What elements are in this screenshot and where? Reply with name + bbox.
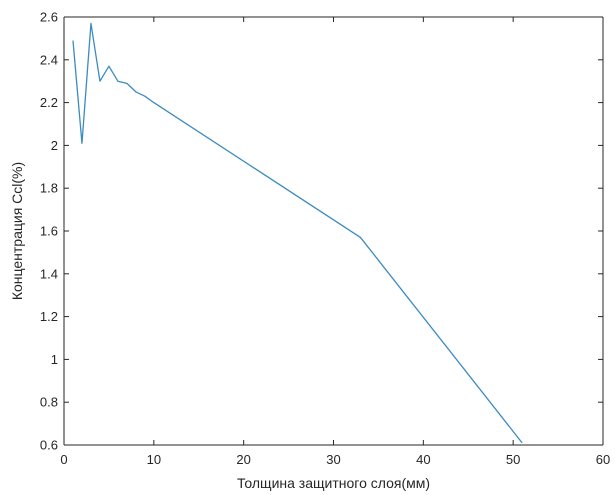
x-tick-label: 30 [326, 452, 340, 467]
y-tick-label: 2.4 [40, 52, 58, 67]
x-tick-label: 0 [60, 452, 67, 467]
x-axis-title: Толщина защитного слоя(мм) [237, 475, 430, 491]
x-tick-label: 40 [416, 452, 430, 467]
y-tick-label: 2.6 [40, 10, 58, 25]
x-tick-label: 60 [596, 452, 610, 467]
series-layer [72, 22, 523, 444]
y-axis-title: Концентрация Ccl(%) [9, 162, 25, 300]
y-tick-label: 2.2 [40, 95, 58, 110]
y-tick-label: 2 [51, 138, 58, 153]
y-tick-label: 0.6 [40, 438, 58, 453]
plot-area [64, 17, 603, 445]
series-line-0 [72, 22, 523, 444]
y-tick-label: 0.8 [40, 395, 58, 410]
y-tick-label: 1.2 [40, 309, 58, 324]
x-tick-label: 50 [506, 452, 520, 467]
x-tick-label: 20 [236, 452, 250, 467]
y-tick-label: 1.8 [40, 181, 58, 196]
x-tick-label: 10 [147, 452, 161, 467]
y-tick-label: 1.6 [40, 224, 58, 239]
ticks-layer: 0 10 20 30 40 50 60 0.6 0.8 1 1.2 1.4 1.6 1.8 2 2.2 2.4 2… [40, 10, 610, 468]
y-tick-label: 1.4 [40, 266, 58, 281]
y-tick-label: 1 [51, 352, 58, 367]
